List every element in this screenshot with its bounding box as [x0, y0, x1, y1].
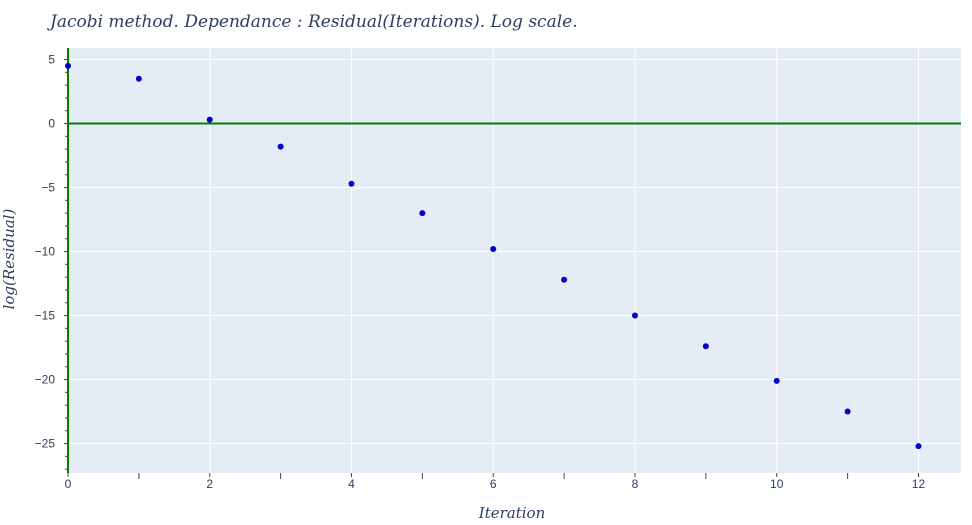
- data-point: [419, 210, 426, 217]
- chart-title: Jacobi method. Dependance : Residual(Ite…: [47, 12, 578, 32]
- x-tick-label: 6: [490, 477, 497, 491]
- data-point: [773, 377, 780, 384]
- y-tick-label: 5: [48, 53, 55, 67]
- plot-area: [68, 48, 961, 473]
- y-tick-label: −25: [35, 437, 56, 451]
- data-point: [277, 143, 284, 150]
- x-tick-label: 12: [912, 477, 926, 491]
- grid-lines: [67, 48, 961, 473]
- x-tick-label: 4: [348, 477, 355, 491]
- tick-labels: 0 2 4 6 8 10 12 5 0 −5 −10 −15 −20 −25: [35, 53, 926, 491]
- data-point: [561, 276, 568, 283]
- x-tick-label: 10: [770, 477, 784, 491]
- y-tick-label: −5: [41, 181, 55, 195]
- x-tick-label: 0: [65, 477, 72, 491]
- data-point: [206, 116, 213, 123]
- x-tick-label: 2: [206, 477, 213, 491]
- data-point: [702, 343, 709, 350]
- data-point: [65, 62, 71, 69]
- y-tick-label: 0: [48, 117, 55, 131]
- y-tick-label: −10: [35, 245, 56, 259]
- data-point: [135, 75, 142, 82]
- x-axis-title: Iteration: [478, 504, 545, 522]
- x-tick-label: 8: [632, 477, 639, 491]
- data-points: [65, 62, 922, 450]
- data-point: [844, 408, 851, 415]
- data-point: [490, 245, 497, 252]
- data-point: [348, 180, 355, 187]
- y-tick-label: −20: [35, 373, 56, 387]
- data-point: [631, 312, 638, 319]
- y-tick-label: −15: [35, 309, 56, 323]
- y-axis-title: log(Residual): [0, 208, 18, 309]
- data-point: [915, 443, 922, 450]
- tick-marks: [64, 59, 919, 479]
- axes: [67, 48, 961, 473]
